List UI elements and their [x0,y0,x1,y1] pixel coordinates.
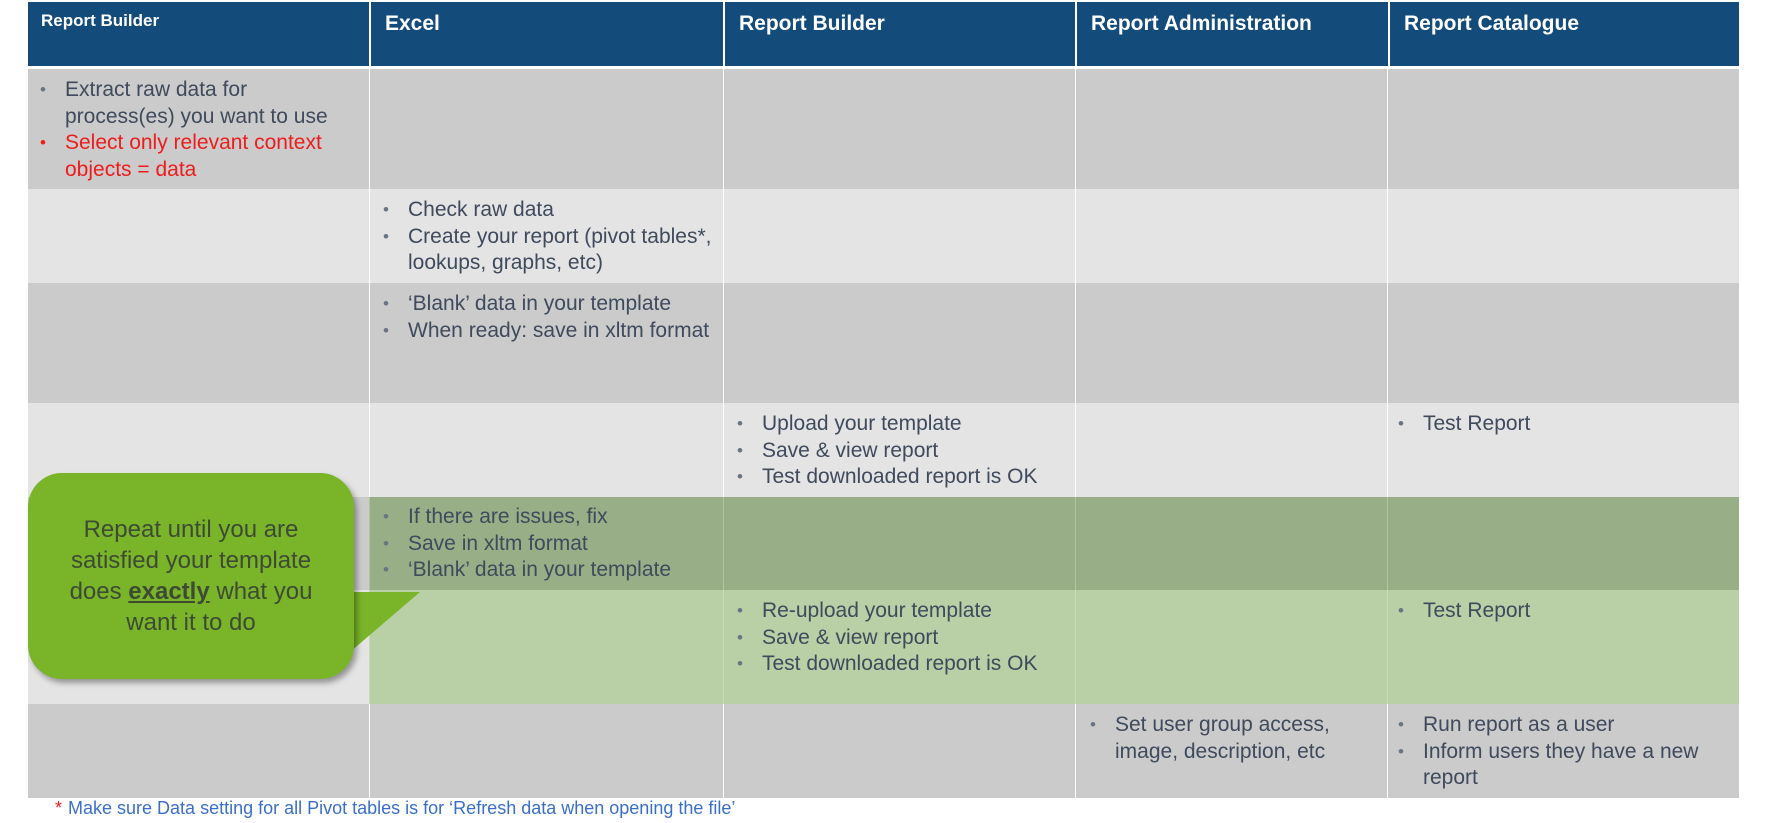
table-row-7 [28,704,1739,798]
cell-r2-excel: • Check raw data • Create your report (piv… [383,197,718,277]
list-item: • Test downloaded report is OK [737,465,1038,488]
footnote: * Make sure Data setting for all Pivot ta… [55,798,735,819]
table-row-3 [28,283,1739,403]
table-row-1 [28,69,1739,189]
list-item-highlight: • Select only relevant context objects = … [40,131,322,181]
cell-r5-excel: • If there are issues, fix • Save in xltm … [383,504,718,584]
list-item: • Set user group access, image, descripti… [1090,713,1330,763]
callout-text: Repeat until you are satisfied your temp… [69,516,313,636]
header-divider [369,2,371,68]
header-divider [1075,2,1077,68]
list-item: • If there are issues, fix [383,505,608,528]
header-col-report-builder: Report Builder [739,12,885,35]
table-header-row: Report Builder Excel Report Builder Repo… [28,2,1739,68]
cell-r3-excel: • ‘Blank’ data in your template • When rea… [383,291,718,344]
callout-emphasis: exactly [128,578,210,605]
cell-r6-report-catalogue: • Test Report [1398,598,1733,625]
table-row-2 [28,189,1739,283]
list-item: • Save & view report [737,438,939,462]
list-item: • Test downloaded report is OK [737,652,1038,675]
list-item: • ‘Blank’ data in your template [383,292,672,315]
list-item: • ‘Blank’ data in your template [383,558,672,581]
repeat-loop-highlight [369,590,1739,704]
cell-r7-report-administration: • Set user group access, image, descripti… [1090,712,1380,765]
list-item: • Inform users they have a new report [1398,739,1699,790]
repeat-callout: Repeat until you are satisfied your temp… [28,473,354,679]
footnote-text: Make sure Data setting for all Pivot tab… [68,798,736,818]
header-divider [723,2,725,68]
list-item: • Create your report (pivot tables*, look… [383,224,712,275]
list-item: • Save & view report [737,625,939,649]
list-item: • Upload your template [737,412,962,435]
footnote-marker: * [55,798,63,818]
list-item: • Re-upload your template [737,599,992,622]
cell-r1-report-builder: • Extract raw data for process(es) you wa… [40,77,360,183]
header-col-report-builder-phase: Report Builder [41,11,160,30]
cell-r7-report-catalogue: • Run report as a user • Inform users they… [1398,712,1733,792]
cell-r6-report-builder: • Re-upload your template • Save & view re… [737,598,1072,678]
list-item: • When ready: save in xltm format [383,318,710,342]
list-item: • Test Report [1398,412,1531,435]
cell-r4-report-builder: • Upload your template • Save & view repor… [737,411,1072,491]
header-col-report-catalogue: Report Catalogue [1404,12,1580,35]
column-divider [723,69,724,798]
list-item: • Extract raw data for process(es) you wa… [40,78,328,128]
header-col-report-administration: Report Administration [1091,12,1312,35]
column-divider [369,69,370,798]
list-item: • Run report as a user [1398,713,1615,736]
repeat-loop-highlight [369,497,1739,590]
header-underline [28,66,1739,69]
column-divider [1387,69,1388,798]
list-item: • Test Report [1398,599,1531,622]
header-col-excel: Excel [385,12,440,35]
column-divider [1075,69,1076,798]
header-divider [1388,2,1390,68]
cell-r4-report-catalogue: • Test Report [1398,411,1733,438]
list-item: • Save in xltm format [383,531,588,555]
list-item: • Check raw data [383,198,554,221]
